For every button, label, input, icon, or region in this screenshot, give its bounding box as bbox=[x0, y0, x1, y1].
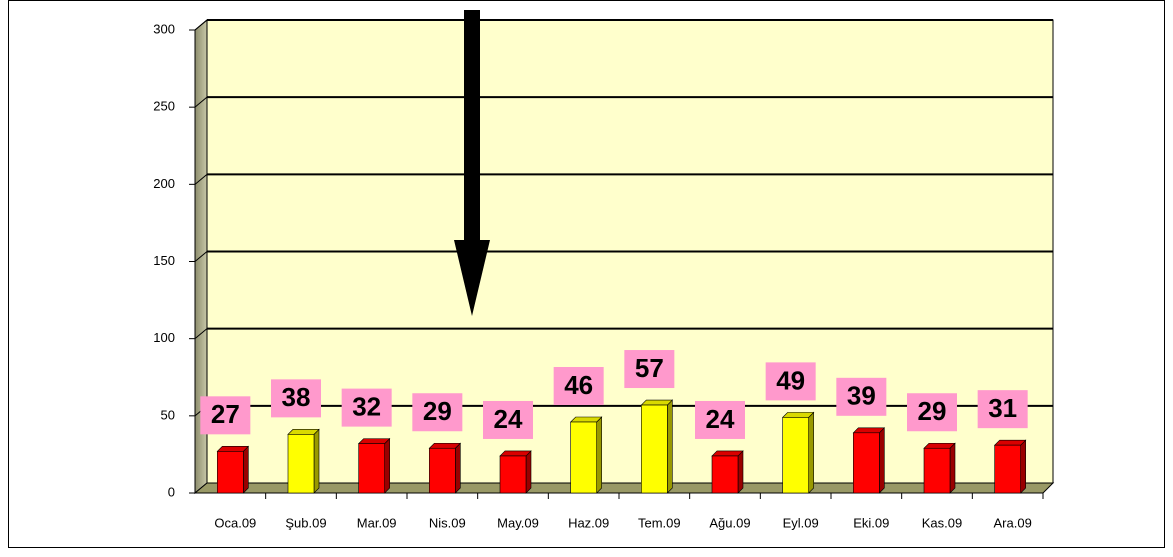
y-tick-label: 300 bbox=[153, 21, 175, 36]
bar-side bbox=[1020, 439, 1026, 494]
value-label: 57 bbox=[635, 353, 664, 383]
bar-top bbox=[781, 412, 815, 418]
x-tick-label: Şub.09 bbox=[285, 515, 326, 530]
grid-line-side bbox=[194, 328, 208, 340]
bar-side bbox=[667, 399, 673, 494]
bar-top bbox=[852, 427, 886, 434]
value-label: 38 bbox=[282, 382, 311, 412]
grid-line-side bbox=[194, 19, 208, 31]
value-label: 29 bbox=[918, 396, 947, 426]
bar-top bbox=[711, 450, 744, 457]
value-label-box bbox=[271, 379, 321, 418]
bar-side bbox=[596, 416, 602, 494]
bar bbox=[217, 451, 244, 494]
bar-top bbox=[357, 438, 391, 444]
bar-top bbox=[640, 399, 674, 406]
bar bbox=[358, 443, 385, 494]
bar-side bbox=[949, 442, 956, 494]
bar bbox=[853, 432, 880, 494]
bar-top bbox=[499, 450, 532, 457]
bar-top bbox=[216, 446, 250, 452]
bar-side bbox=[808, 411, 814, 494]
value-label-box bbox=[977, 390, 1028, 429]
y-tick-label: 0 bbox=[168, 484, 175, 499]
bar-side bbox=[313, 428, 320, 494]
arrow-head bbox=[454, 240, 490, 316]
value-label-box bbox=[483, 400, 533, 439]
value-label: 24 bbox=[494, 404, 523, 434]
bar-side bbox=[384, 437, 390, 494]
grid-line-side bbox=[194, 251, 208, 262]
value-label: 29 bbox=[423, 396, 452, 426]
bar bbox=[711, 455, 739, 494]
value-label-box bbox=[341, 388, 392, 427]
bar-side bbox=[243, 445, 249, 494]
bar-top bbox=[993, 439, 1027, 446]
bar bbox=[499, 455, 527, 494]
bar-top bbox=[428, 442, 462, 449]
value-label: 24 bbox=[706, 404, 735, 434]
value-label-box bbox=[765, 362, 816, 401]
y-tick-label: 100 bbox=[153, 330, 175, 345]
x-tick-label: Eki.09 bbox=[853, 515, 889, 530]
y-tick-label: 250 bbox=[153, 99, 175, 114]
y-tick-label: 200 bbox=[153, 176, 175, 191]
value-label-box bbox=[553, 367, 604, 406]
x-tick-label: Nis.09 bbox=[429, 515, 466, 530]
x-tick-label: Kas.09 bbox=[922, 515, 962, 530]
value-label-box bbox=[836, 377, 887, 416]
bar-top bbox=[569, 416, 603, 423]
x-tick-label: Haz.09 bbox=[568, 515, 609, 530]
x-tick-label: Mar.09 bbox=[357, 515, 397, 530]
bar-top bbox=[923, 442, 956, 449]
x-tick-label: Tem.09 bbox=[638, 515, 681, 530]
grid-line-side bbox=[194, 96, 208, 108]
y-tick-label: 150 bbox=[153, 253, 175, 268]
bar bbox=[287, 434, 315, 494]
value-label-box bbox=[907, 393, 957, 432]
x-tick-label: May.09 bbox=[497, 515, 539, 530]
plot: 0 50 100 150 200 250 300 Oca.09 27 Şub.09 38 Mar.09… bbox=[153, 19, 1053, 530]
bar bbox=[994, 444, 1021, 494]
bar-side bbox=[455, 442, 461, 494]
value-label-box bbox=[695, 400, 745, 439]
bar-side bbox=[737, 450, 744, 494]
bar-side bbox=[525, 450, 532, 494]
value-label-box bbox=[200, 396, 251, 435]
bar bbox=[782, 417, 809, 494]
bar-side bbox=[879, 427, 885, 494]
bar bbox=[641, 404, 668, 494]
x-tick-label: Eyl.09 bbox=[783, 515, 819, 530]
bar-top bbox=[287, 429, 320, 435]
x-tick-label: Ara.09 bbox=[994, 515, 1032, 530]
arrow-shaft bbox=[464, 10, 480, 242]
value-label: 49 bbox=[776, 365, 805, 395]
bar bbox=[570, 421, 597, 494]
value-label: 39 bbox=[847, 381, 876, 411]
value-label: 46 bbox=[564, 370, 593, 400]
x-tick-label: Ağu.09 bbox=[709, 515, 750, 530]
value-label-box bbox=[624, 350, 675, 389]
bar bbox=[923, 447, 951, 494]
value-label-box bbox=[412, 393, 463, 432]
y-tick-label: 50 bbox=[161, 407, 175, 422]
value-label: 27 bbox=[211, 399, 240, 429]
arrow bbox=[454, 10, 490, 316]
grid-line-side bbox=[194, 173, 208, 185]
bar bbox=[429, 447, 456, 494]
value-label: 31 bbox=[988, 393, 1017, 423]
value-label: 32 bbox=[352, 391, 381, 421]
x-tick-label: Oca.09 bbox=[214, 515, 256, 530]
